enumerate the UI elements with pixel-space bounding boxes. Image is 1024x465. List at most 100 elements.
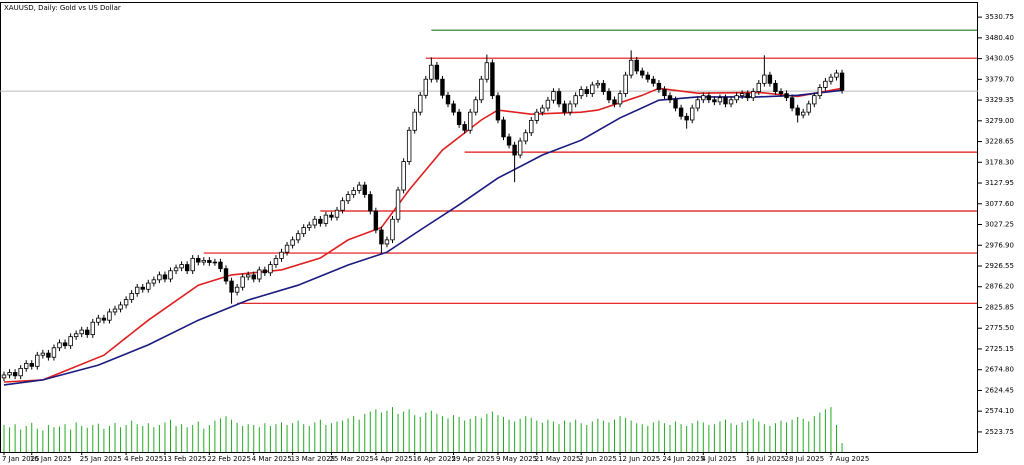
candle-body (623, 74, 628, 95)
candle-body (51, 347, 57, 358)
candle-body (62, 342, 68, 347)
candle-body (245, 274, 251, 278)
candle-body (606, 91, 612, 101)
candle-body (340, 200, 345, 211)
candle-body (140, 286, 145, 290)
candle-body (301, 227, 306, 235)
candle-body (590, 84, 595, 95)
x-tick-label: 7 Jan 2025 (2, 455, 40, 463)
candle-body (157, 274, 162, 281)
candle-body (473, 99, 478, 113)
candle-body (690, 107, 695, 121)
candle-body (584, 89, 589, 95)
x-tick-label: 24 Jun 2025 (662, 455, 704, 463)
y-tick-label: 2624.45 (985, 386, 1014, 394)
candle-body (395, 189, 401, 220)
candle-body (362, 184, 367, 195)
x-tick-label: 16 Apr 2025 (413, 455, 456, 463)
x-tick-label: 7 Aug 2025 (829, 455, 869, 463)
x-tick-label: 4 Apr 2025 (374, 455, 413, 463)
y-tick-label: 2775.50 (985, 324, 1014, 332)
candle-body (368, 194, 373, 212)
candle-body (273, 257, 279, 265)
candle-body (695, 99, 700, 109)
candle-body (445, 94, 451, 105)
candle-body (423, 78, 428, 96)
candle-body (551, 91, 556, 101)
x-tick-label: 22 Feb 2025 (207, 455, 251, 463)
candle-body (628, 59, 634, 76)
x-tick-label: 4 Mar 2025 (252, 455, 292, 463)
candle-body (823, 80, 828, 88)
y-tick-label: 3228.65 (985, 138, 1014, 146)
candle-body (207, 260, 212, 263)
candle-body (728, 99, 734, 105)
candle-body (706, 95, 712, 101)
candle-body (107, 311, 112, 321)
candle-body (456, 111, 462, 125)
x-tick-label: 4 Jul 2025 (701, 455, 736, 463)
y-tick-label: 2876.20 (985, 283, 1014, 291)
candle-body (778, 91, 784, 95)
candle-body (789, 97, 795, 109)
candle-body (196, 257, 201, 263)
candle-body (812, 95, 817, 105)
candle-body (739, 93, 745, 97)
candle-body (12, 372, 18, 377)
candle-body (290, 239, 295, 246)
candle-body (190, 257, 195, 272)
candle-body (295, 233, 301, 241)
candle-body (484, 62, 490, 80)
candle-body (251, 274, 256, 280)
candle-body (112, 308, 118, 313)
candle-body (279, 251, 284, 259)
candle-body (429, 64, 434, 80)
x-tick-label: 16 Jan 2025 (30, 455, 72, 463)
candle-body (734, 95, 739, 101)
y-tick-label: 2523.75 (985, 428, 1014, 436)
y-tick-label: 2825.85 (985, 303, 1014, 311)
candle-body (329, 214, 334, 218)
candle-body (18, 367, 23, 377)
candle-body (479, 78, 484, 101)
candle-body (179, 264, 184, 269)
candle-body (806, 103, 811, 113)
y-tick-label: 3279.00 (985, 117, 1014, 125)
candle-body (351, 190, 356, 195)
candle-body (651, 78, 656, 84)
candle-body (634, 59, 639, 72)
candle-body (234, 286, 240, 293)
candle-body (612, 99, 617, 105)
candle-body (212, 261, 218, 264)
candle-body (40, 352, 46, 356)
candle-body (440, 78, 445, 96)
candle-body (773, 82, 778, 92)
candle-body (218, 261, 223, 270)
candle-body (118, 304, 123, 310)
candle-body (57, 342, 62, 349)
candle-body (85, 329, 90, 336)
candle-body (284, 244, 290, 253)
candle-body (223, 268, 229, 282)
candle-body (501, 119, 506, 138)
candle-body (406, 129, 412, 162)
candle-body (151, 279, 157, 284)
y-tick-label: 2574.10 (985, 407, 1014, 415)
candle-body (678, 107, 684, 117)
candle-body (490, 62, 495, 97)
candle-body (751, 91, 756, 99)
candle-body (79, 329, 84, 335)
candle-body (717, 97, 723, 103)
candle-body (345, 194, 351, 202)
y-tick-label: 3178.30 (985, 158, 1014, 166)
candle-body (545, 99, 551, 109)
candle-body (146, 282, 151, 290)
y-tick-label: 3530.75 (985, 13, 1014, 21)
x-tick-label: 12 Jun 2025 (618, 455, 660, 463)
candle-body (262, 269, 268, 274)
candle-body (384, 239, 390, 245)
x-tick-label: 25 Mar 2025 (329, 455, 373, 463)
candle-body (767, 74, 773, 84)
candle-body (412, 111, 417, 131)
candle-body (506, 136, 512, 146)
